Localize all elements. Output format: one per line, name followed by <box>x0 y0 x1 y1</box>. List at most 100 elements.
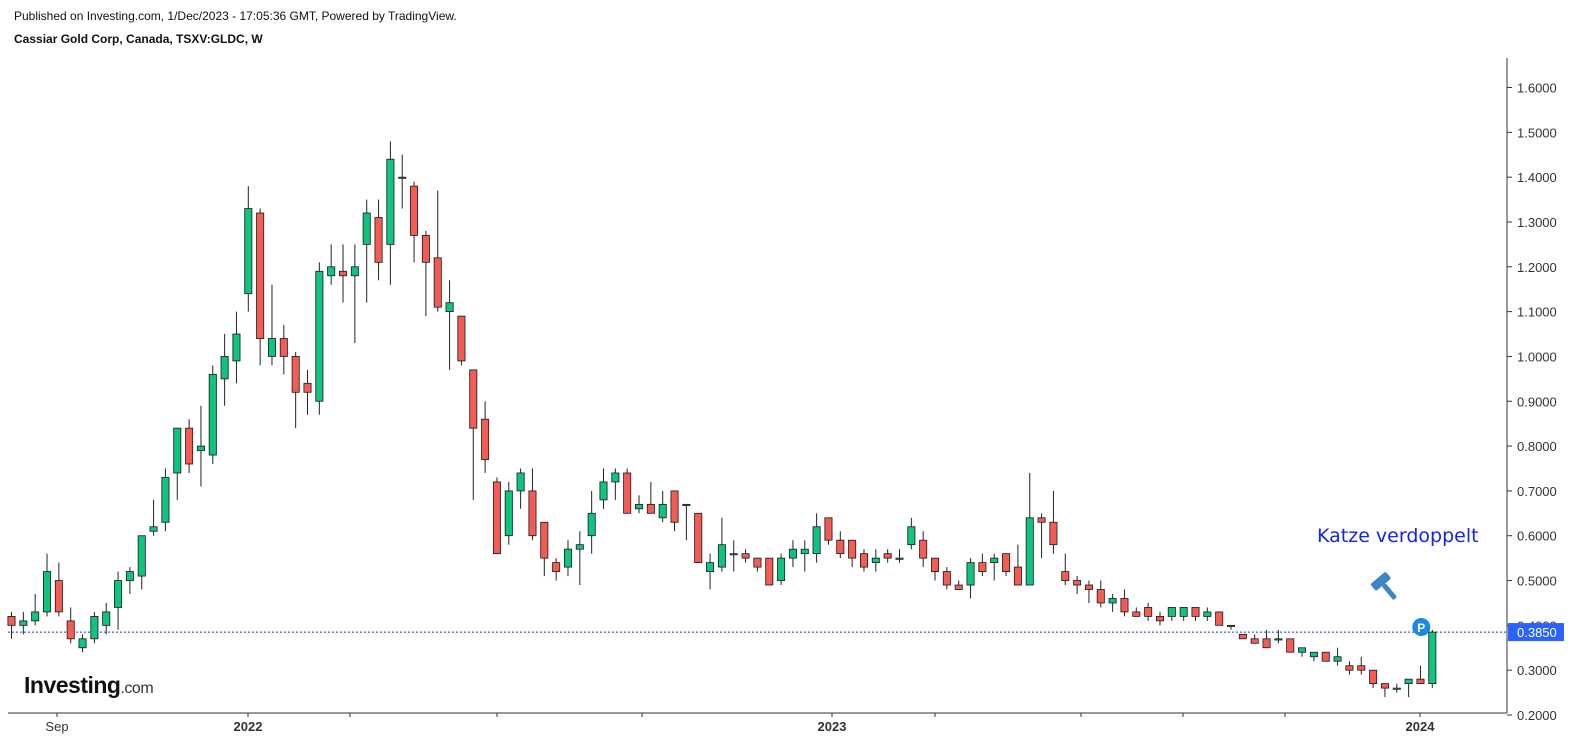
candle-body <box>1108 598 1117 604</box>
candle-body <box>1191 607 1200 617</box>
p-marker-label: P <box>1417 621 1425 635</box>
candle-body <box>978 562 987 572</box>
candle-body <box>374 217 383 263</box>
candle-body <box>1037 517 1046 523</box>
candle-body <box>504 490 513 537</box>
candle-body <box>1144 607 1153 617</box>
last-price-tag <box>1508 623 1564 642</box>
candle-body <box>540 521 549 559</box>
candle-body <box>777 557 786 581</box>
candle-body <box>1392 687 1401 690</box>
candle-body <box>161 477 170 523</box>
gavel-icon <box>1371 572 1397 600</box>
logo-suffix: .com <box>120 680 154 697</box>
candle-body <box>1345 665 1354 671</box>
y-tick-label: 0.6000 <box>1517 529 1557 544</box>
y-tick-label: 1.4000 <box>1517 170 1557 185</box>
candle-body <box>931 557 940 572</box>
candle-body <box>753 557 762 568</box>
candle-body <box>859 553 868 568</box>
candle-body <box>1155 615 1164 622</box>
candle-body <box>208 373 217 456</box>
candle-body <box>1096 589 1105 604</box>
candles <box>7 141 1437 698</box>
y-tick-label: 0.5000 <box>1517 574 1557 589</box>
candle-body <box>421 235 430 263</box>
candle-body <box>315 270 324 402</box>
candle-body <box>682 503 691 506</box>
x-tick-label: 2023 <box>818 719 847 734</box>
candle-body <box>575 544 584 550</box>
y-tick-label: 1.1000 <box>1517 305 1557 320</box>
candle-body <box>185 427 194 465</box>
candle-body <box>1227 624 1236 627</box>
x-tick-label: Sep <box>45 719 68 734</box>
candle-body <box>1167 607 1176 617</box>
candle-body <box>966 562 975 586</box>
last-price-label: 0.3850 <box>1517 625 1557 640</box>
y-tick-label: 0.9000 <box>1517 394 1557 409</box>
y-tick-label: 1.2000 <box>1517 260 1557 275</box>
candle-body <box>173 427 182 474</box>
candle-body <box>741 553 750 559</box>
candle-body <box>256 212 265 339</box>
candle-body <box>812 526 821 555</box>
candle-body <box>1416 678 1425 685</box>
candle-body <box>137 535 146 577</box>
candle-body <box>78 638 87 649</box>
candle-body <box>303 382 312 393</box>
candle-body <box>90 615 99 640</box>
symbol-title: Cassiar Gold Corp, Canada, TSXV:GLDC, W <box>14 32 263 46</box>
candle-body <box>457 315 466 362</box>
candle-body <box>528 490 537 537</box>
candle-body <box>1215 611 1224 626</box>
candle-body <box>54 580 63 613</box>
candle-body <box>706 562 715 572</box>
candle-body <box>433 257 442 308</box>
candle-body <box>1286 638 1295 653</box>
candle-body <box>66 620 75 640</box>
candle-body <box>339 270 348 277</box>
annotation-text: Katze verdoppelt <box>1317 525 1479 547</box>
candle-body <box>232 333 241 362</box>
candle-body <box>516 472 525 492</box>
candle-body <box>291 356 300 393</box>
candle-body <box>895 557 904 560</box>
candle-body <box>717 544 726 568</box>
candle-body <box>1262 638 1271 649</box>
gavel-head <box>1371 572 1391 591</box>
candle-body <box>587 512 596 537</box>
candle-body <box>729 553 738 556</box>
y-tick-label: 1.6000 <box>1517 81 1557 96</box>
candle-body <box>445 302 454 313</box>
candle-body <box>1120 598 1129 613</box>
candle-body <box>410 185 419 236</box>
candle-body <box>824 517 833 541</box>
candle-body <box>848 539 857 559</box>
candle-body <box>563 548 572 568</box>
candle-body <box>871 557 880 564</box>
candle-body <box>481 418 490 460</box>
candle-body <box>954 584 963 590</box>
candle-body <box>1179 607 1188 617</box>
candle-body <box>279 338 288 357</box>
candle-body <box>1404 678 1413 685</box>
y-tick-label: 1.3000 <box>1517 215 1557 230</box>
candle-body <box>327 266 336 277</box>
candle-body <box>1073 580 1082 586</box>
candle-body <box>196 445 205 451</box>
candle-body <box>635 503 644 510</box>
candle-body <box>646 503 655 514</box>
candle-body <box>114 580 123 608</box>
candle-body <box>31 611 40 622</box>
candle-body <box>492 481 501 555</box>
investing-logo: Investing.com <box>24 672 154 699</box>
y-tick-label: 1.0000 <box>1517 349 1557 364</box>
candle-body <box>1369 669 1378 685</box>
candle-body <box>552 562 561 572</box>
candle-body <box>1061 571 1070 581</box>
candle-body <box>1084 584 1093 590</box>
candle-body <box>658 503 667 519</box>
y-tick-label: 0.2000 <box>1517 708 1557 723</box>
